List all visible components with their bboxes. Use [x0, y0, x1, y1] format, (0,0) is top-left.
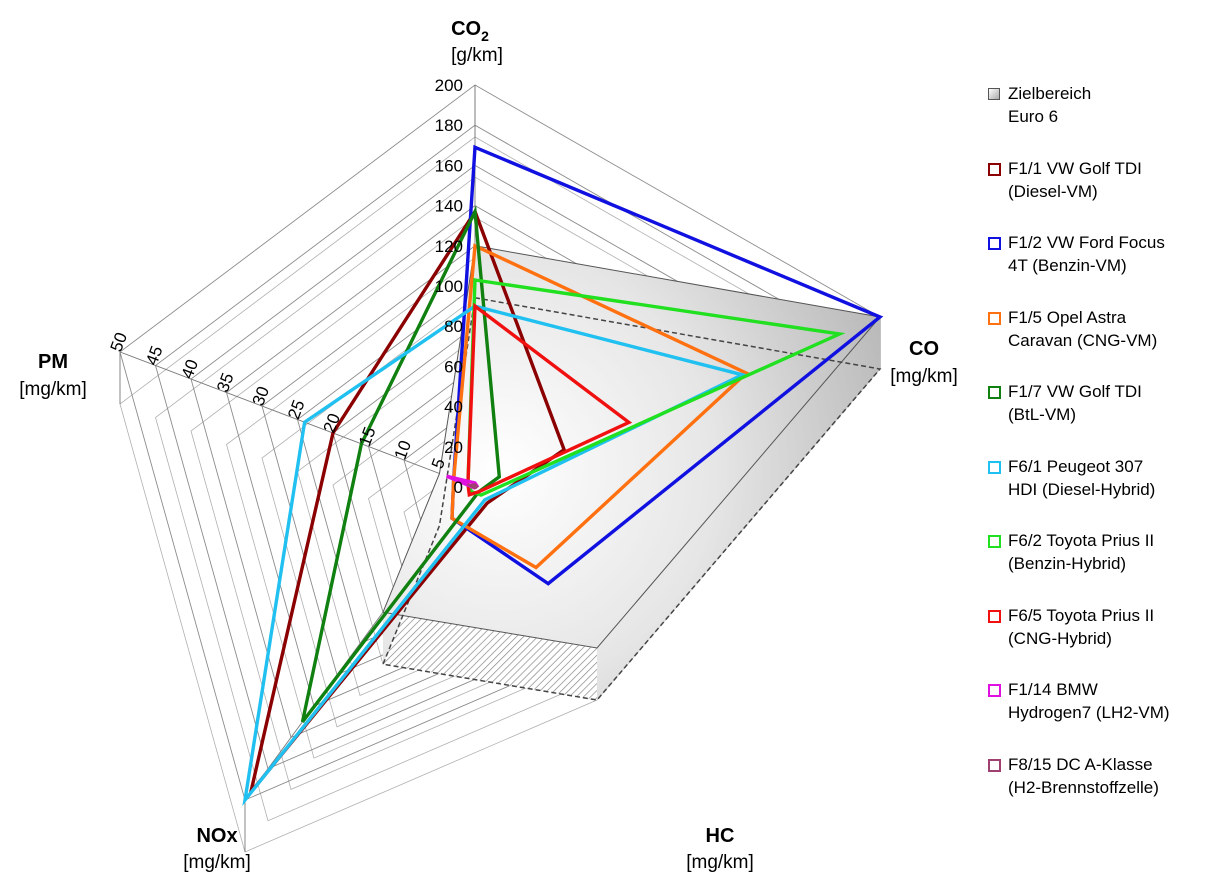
legend-swatch [988, 386, 1001, 399]
legend-label: F1/1 VW Golf TDI [1008, 158, 1142, 178]
legend-label: (H2-Brennstoffzelle) [1008, 777, 1159, 797]
grid-ring [119, 84, 881, 801]
legend: Zielbereich Euro 6 F1/1 VW Golf TDI (Die… [988, 82, 1216, 827]
svg-text:CO: CO [909, 338, 939, 360]
legend-item-series-4: F6/1 Peugeot 307 HDI (Diesel-Hybrid) [988, 455, 1216, 530]
tick-label-pm: 15 [355, 424, 379, 448]
axis-unit-nox: [mg/km] [183, 852, 251, 873]
target-area-edge [381, 296, 882, 701]
legend-item-series-8: F8/15 DC A-Klasse (H2-Brennstoffzelle) [988, 753, 1216, 828]
tick-label-co2: 160 [435, 156, 463, 175]
series-line-6 [466, 302, 633, 498]
legend-item-series-6: F6/5 Toyota Prius II (CNG-Hybrid) [988, 604, 1216, 679]
axis-title-nox: NOx [mg/km] [183, 825, 251, 873]
axis-title-co: CO [mg/km] [890, 338, 958, 387]
legend-label: Euro 6 [1008, 107, 1059, 126]
legend-label: F1/14 BMW [1008, 680, 1098, 699]
legend-item-series-3: F1/7 VW Golf TDI (BtL-VM) [988, 380, 1216, 455]
series-line-0 [249, 207, 567, 794]
axis-spoke [119, 351, 476, 488]
svg-text:HC: HC [706, 825, 735, 847]
legend-label: Zielbereich [1008, 84, 1092, 103]
series-line-8 [465, 483, 479, 489]
tick-label-pm: 35 [213, 370, 237, 394]
legend-label: 4T (Benzin-VM) [1008, 256, 1127, 275]
legend-label: F6/1 Peugeot 307 [1008, 456, 1144, 476]
target-area-wall [383, 612, 597, 700]
tick-label-pm: 50 [107, 330, 131, 354]
tick-label-co2: 0 [454, 478, 463, 497]
tick-label-co2: 60 [444, 357, 463, 376]
target-area-face [382, 245, 881, 649]
legend-item-series-2: F1/5 Opel Astra Caravan (CNG-VM) [988, 306, 1216, 381]
legend-swatch [988, 311, 1001, 325]
legend-item-series-7: F1/14 BMW Hydrogen7 (LH2-VM) [988, 678, 1216, 753]
axis-unit-co2: [g/km] [451, 45, 503, 66]
legend-item-series-5: F6/2 Toyota Prius II (Benzin-Hybrid) [988, 529, 1216, 604]
legend-swatch [988, 162, 1001, 176]
legend-label: (Benzin-Hybrid) [1008, 554, 1127, 573]
tick-label-pm: 45 [142, 343, 166, 367]
legend-item-series-1: F1/2 VW Ford Focus 4T (Benzin-VM) [988, 231, 1216, 306]
series-line-2 [450, 243, 750, 570]
tick-label-co2: 20 [444, 438, 463, 457]
tick-label-co2: 80 [444, 317, 463, 336]
legend-swatch [988, 460, 1001, 474]
target-area [381, 245, 882, 701]
legend-swatch [988, 684, 1001, 697]
legend-label: F6/2 Toyota Prius II [1008, 531, 1155, 550]
tick-label-pm: 20 [320, 411, 344, 435]
legend-swatch [988, 237, 1001, 250]
series-line-4 [242, 304, 748, 807]
tick-label-co2: 180 [435, 116, 463, 135]
legend-label: F1/5 Opel Astra [1008, 307, 1127, 327]
svg-text:PM: PM [38, 351, 68, 373]
legend-label: Hydrogen7 (LH2-VM) [1008, 703, 1170, 722]
legend-label: F8/15 DC A-Klasse [1008, 754, 1153, 774]
axis-title-co2: CO2 [g/km] [451, 18, 503, 66]
series-line-3 [300, 205, 502, 723]
tick-label-co2: 140 [435, 197, 463, 216]
axis-unit-pm: [mg/km] [19, 379, 87, 400]
legend-swatch-target [988, 88, 1000, 100]
tick-label-co2: 40 [444, 398, 463, 417]
legend-label: (BtL-VM) [1008, 405, 1076, 424]
svg-text:NOx: NOx [196, 825, 237, 847]
tick-label-pm: 10 [391, 438, 415, 462]
legend-swatch [988, 758, 1001, 772]
tick-label-co2: 100 [435, 277, 463, 296]
axis-unit-hc: [mg/km] [686, 852, 754, 873]
axis-title-pm: PM [mg/km] [19, 351, 87, 400]
legend-label: (Diesel-VM) [1008, 181, 1098, 201]
series-lines [242, 144, 884, 807]
legend-label: F1/2 VW Ford Focus [1008, 233, 1165, 252]
legend-swatch [988, 609, 1001, 623]
tick-label-pm: 30 [249, 384, 273, 408]
legend-item-series-0: F1/1 VW Golf TDI (Diesel-VM) [988, 157, 1216, 232]
legend-label: Caravan (CNG-VM) [1008, 330, 1158, 350]
legend-item-target: Zielbereich Euro 6 [988, 82, 1216, 157]
tick-label-pm: 40 [178, 357, 202, 381]
tick-label-co2: 200 [435, 76, 463, 95]
legend-label: F1/7 VW Golf TDI [1008, 382, 1142, 401]
legend-label: (CNG-Hybrid) [1008, 628, 1112, 648]
axis-unit-co: [mg/km] [890, 366, 958, 387]
svg-text:CO2: CO2 [451, 18, 489, 44]
legend-swatch [988, 535, 1001, 548]
target-area-wall [597, 317, 880, 700]
tick-label-co2: 120 [435, 237, 463, 256]
legend-label: HDI (Diesel-Hybrid) [1008, 479, 1156, 499]
legend-label: F6/5 Toyota Prius II [1008, 605, 1155, 625]
axis-title-hc: HC [mg/km] [686, 825, 754, 873]
tick-label-pm: 25 [284, 397, 308, 421]
